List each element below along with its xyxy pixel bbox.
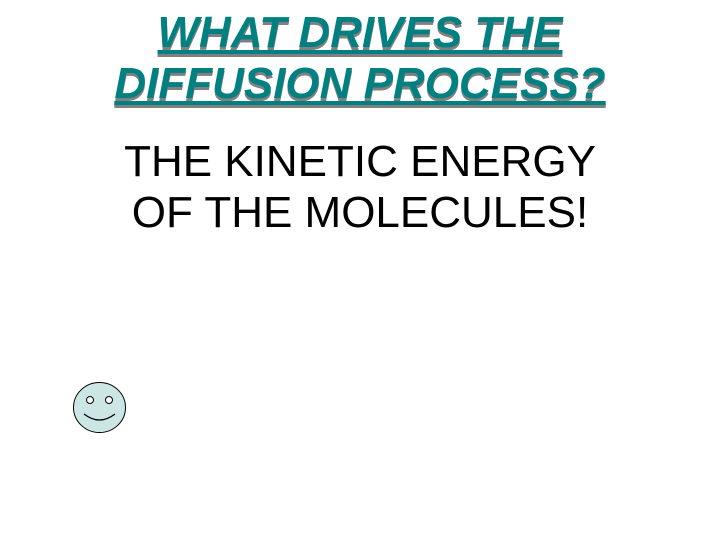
body-line2: OF THE MOLECULES! bbox=[132, 188, 588, 237]
smiley-icon bbox=[72, 381, 127, 434]
body-line1: THE KINETIC ENERGY bbox=[124, 137, 596, 186]
title-line1: WHAT DRIVES THE bbox=[158, 8, 563, 57]
title-line2: DIFFUSION PROCESS? bbox=[114, 59, 605, 108]
slide-title: WHAT DRIVES THE DIFFUSION PROCESS? bbox=[0, 8, 720, 109]
slide-body-text: THE KINETIC ENERGY OF THE MOLECULES! bbox=[0, 137, 720, 238]
slide-title-container: WHAT DRIVES THE DIFFUSION PROCESS? WHAT … bbox=[0, 0, 720, 109]
